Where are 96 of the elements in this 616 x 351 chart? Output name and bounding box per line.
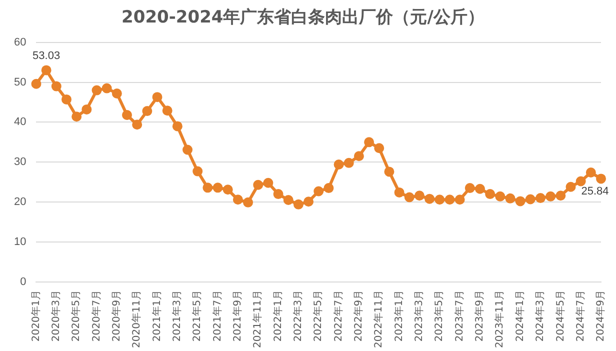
point: [51, 81, 62, 92]
x-tick-label: 2021年9月: [232, 290, 244, 342]
point: [132, 120, 142, 130]
point: [142, 106, 152, 116]
x-tick-label: 2024年3月: [534, 290, 546, 342]
point: [182, 144, 193, 155]
point: [314, 186, 324, 196]
point: [172, 121, 182, 132]
point: [424, 194, 435, 204]
point: [485, 189, 496, 200]
point: [263, 178, 274, 188]
y-tick-label: 10: [14, 236, 26, 248]
point: [566, 182, 576, 192]
point: [102, 83, 112, 94]
x-tick-label: 2020年7月: [90, 290, 102, 342]
point: [394, 187, 404, 198]
point: [243, 197, 254, 208]
x-tick-label: 2021年5月: [191, 290, 204, 342]
point: [334, 160, 344, 170]
y-tick-label: 40: [14, 116, 26, 128]
x-tick-label: 2020年3月: [50, 290, 62, 342]
point: [414, 190, 424, 201]
point: [152, 92, 162, 102]
point: [444, 194, 455, 205]
data-label: 53.03: [32, 50, 60, 62]
y-tick-label: 0: [20, 276, 26, 288]
x-tick-label: 2022年3月: [292, 290, 304, 342]
x-tick-label: 2023年7月: [453, 290, 466, 342]
x-tick-label: 2022年7月: [332, 290, 344, 342]
point: [515, 196, 526, 206]
x-tick-label: 2024年5月: [554, 290, 566, 342]
y-tick-label: 50: [14, 76, 26, 88]
x-tick-label: 2022年9月: [352, 290, 365, 342]
point: [384, 166, 394, 177]
x-tick-label: 2020年9月: [110, 290, 123, 342]
point: [253, 180, 264, 190]
point: [324, 183, 334, 194]
x-tick-label: 2023年11月: [494, 290, 506, 348]
point: [31, 78, 42, 89]
point: [304, 196, 314, 207]
point: [273, 189, 284, 200]
x-tick-label: 2024年1月: [514, 290, 526, 342]
point: [222, 184, 233, 195]
x-tick-label: 2021年3月: [171, 290, 184, 342]
x-tick-label: 2023年3月: [413, 290, 426, 342]
x-tick-label: 2021年11月: [252, 290, 264, 348]
x-tick-label: 2024年7月: [574, 290, 586, 342]
y-tick-label: 20: [14, 196, 26, 208]
point: [556, 190, 566, 201]
point: [404, 192, 414, 202]
x-tick-label: 2024年9月: [594, 290, 607, 342]
point: [212, 182, 223, 193]
point: [41, 65, 52, 76]
point: [454, 194, 465, 205]
point: [464, 183, 475, 194]
point: [293, 199, 304, 210]
point: [505, 193, 516, 204]
point: [232, 194, 243, 205]
x-tick-label: 2021年1月: [150, 290, 163, 342]
point: [535, 193, 546, 204]
point: [162, 106, 172, 116]
point: [92, 85, 102, 96]
x-tick-label: 2022年5月: [312, 290, 324, 342]
x-tick-label: 2023年5月: [433, 290, 446, 342]
x-tick-label: 2020年1月: [30, 290, 42, 342]
data-label: 25.84: [581, 186, 609, 198]
x-tick-label: 2022年11月: [372, 290, 385, 348]
point: [61, 94, 72, 104]
x-tick-label: 2022年1月: [272, 290, 284, 342]
point: [354, 151, 364, 162]
x-tick-label: 2020年11月: [130, 290, 143, 348]
point: [495, 191, 506, 202]
point: [364, 137, 374, 148]
y-tick-label: 30: [14, 156, 26, 168]
point: [596, 174, 606, 184]
point: [374, 143, 384, 154]
point: [122, 110, 132, 120]
point: [525, 194, 536, 204]
point: [82, 104, 92, 114]
x-tick-label: 2023年9月: [474, 290, 486, 342]
point: [112, 88, 122, 98]
point: [202, 182, 213, 193]
x-tick-label: 2023年1月: [392, 290, 405, 342]
chart-title: 2020-2024年广东省白条肉出厂价（元/公斤）: [122, 8, 484, 28]
point: [474, 184, 485, 194]
point: [283, 195, 294, 206]
point: [192, 166, 203, 176]
point: [344, 158, 354, 168]
x-tick-label: 2020年5月: [70, 290, 82, 342]
point: [434, 194, 445, 205]
y-tick-label: 60: [14, 36, 26, 48]
point: [546, 191, 556, 202]
x-tick-label: 2021年7月: [211, 290, 224, 342]
point: [576, 176, 586, 186]
point: [72, 112, 82, 122]
point: [586, 167, 596, 178]
